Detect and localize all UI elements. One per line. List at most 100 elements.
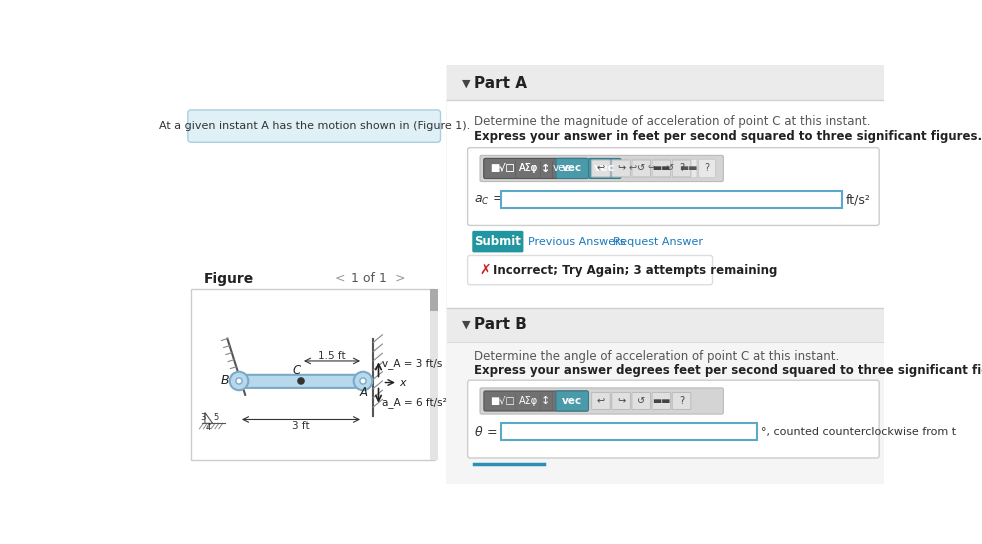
- FancyBboxPatch shape: [612, 393, 630, 410]
- Text: C: C: [293, 364, 300, 376]
- Circle shape: [354, 372, 372, 390]
- Text: <: <: [335, 272, 345, 285]
- Bar: [447, 308, 884, 342]
- FancyBboxPatch shape: [698, 159, 716, 178]
- Text: ↪: ↪: [617, 396, 626, 406]
- Text: ↩: ↩: [597, 163, 605, 174]
- FancyBboxPatch shape: [643, 159, 660, 178]
- Text: vec: vec: [594, 163, 616, 174]
- Text: ↕: ↕: [541, 163, 551, 174]
- Text: 5: 5: [213, 413, 219, 423]
- Text: Express your answer degrees feet per second squared to three significant figures: Express your answer degrees feet per sec…: [474, 364, 982, 376]
- Text: ▬▬: ▬▬: [680, 163, 698, 174]
- Text: 3: 3: [200, 413, 205, 423]
- Text: ✗: ✗: [479, 263, 491, 277]
- Text: 1.5 ft: 1.5 ft: [318, 350, 346, 361]
- FancyBboxPatch shape: [467, 147, 879, 225]
- Text: ▼: ▼: [463, 320, 470, 330]
- Text: ↕: ↕: [541, 163, 551, 174]
- FancyBboxPatch shape: [472, 231, 523, 252]
- Text: Part B: Part B: [474, 317, 526, 332]
- Circle shape: [236, 378, 243, 384]
- Circle shape: [359, 378, 366, 384]
- Text: $\theta\,=$: $\theta\,=$: [474, 425, 497, 439]
- FancyBboxPatch shape: [680, 159, 697, 178]
- Text: vec: vec: [562, 163, 582, 174]
- Text: ΑΣφ: ΑΣφ: [518, 163, 538, 174]
- Text: °, counted counterclockwise from t: °, counted counterclockwise from t: [761, 427, 955, 437]
- FancyBboxPatch shape: [480, 156, 724, 182]
- Text: Previous Answers: Previous Answers: [528, 237, 626, 246]
- FancyBboxPatch shape: [673, 393, 690, 410]
- Text: ΑΣφ: ΑΣφ: [518, 163, 538, 174]
- Text: Request Answer: Request Answer: [614, 237, 703, 246]
- Bar: [430, 289, 438, 311]
- FancyBboxPatch shape: [632, 160, 650, 177]
- Bar: [430, 289, 438, 460]
- FancyBboxPatch shape: [484, 158, 588, 178]
- FancyBboxPatch shape: [591, 160, 610, 177]
- Text: ft/s²: ft/s²: [846, 194, 871, 207]
- Text: ↺: ↺: [637, 396, 645, 406]
- Text: ?: ?: [679, 396, 684, 406]
- Bar: [501, 191, 842, 208]
- Text: B: B: [221, 374, 230, 387]
- Text: ▬▬: ▬▬: [652, 163, 671, 174]
- Text: Part A: Part A: [474, 76, 526, 91]
- Text: ?: ?: [704, 163, 710, 174]
- Text: ↪: ↪: [617, 163, 626, 174]
- Bar: [447, 100, 884, 308]
- FancyBboxPatch shape: [588, 158, 621, 178]
- Text: ↕: ↕: [541, 396, 551, 406]
- FancyBboxPatch shape: [188, 110, 441, 143]
- Text: Express your answer in feet per second squared to three significant figures.: Express your answer in feet per second s…: [474, 129, 982, 143]
- Bar: [447, 65, 884, 100]
- Bar: [123, 65, 447, 484]
- Text: ↪: ↪: [647, 163, 655, 174]
- FancyBboxPatch shape: [246, 375, 356, 388]
- Text: Determine the angle of acceleration of point C at this instant.: Determine the angle of acceleration of p…: [474, 350, 839, 363]
- Text: Figure: Figure: [204, 271, 254, 286]
- Text: A: A: [359, 386, 368, 399]
- Text: ↺: ↺: [637, 163, 645, 174]
- FancyBboxPatch shape: [625, 159, 641, 178]
- Text: ↩: ↩: [597, 396, 605, 406]
- FancyBboxPatch shape: [632, 393, 650, 410]
- Text: vec: vec: [562, 396, 582, 406]
- Text: ■√□: ■√□: [490, 163, 515, 174]
- Text: ▬▬: ▬▬: [652, 396, 671, 406]
- Text: >: >: [395, 272, 406, 285]
- Text: ■√□: ■√□: [490, 163, 515, 174]
- Text: v_A = 3 ft/s: v_A = 3 ft/s: [382, 358, 443, 369]
- Text: ?: ?: [679, 163, 684, 174]
- FancyBboxPatch shape: [484, 391, 588, 411]
- FancyBboxPatch shape: [480, 388, 724, 414]
- Polygon shape: [205, 412, 213, 423]
- Text: vec: vec: [552, 163, 571, 174]
- Text: ↩: ↩: [628, 163, 636, 174]
- Bar: [191, 289, 435, 460]
- FancyBboxPatch shape: [673, 160, 690, 177]
- Bar: [501, 423, 757, 440]
- Bar: [447, 65, 884, 484]
- Text: x: x: [400, 378, 406, 387]
- Text: 3 ft: 3 ft: [293, 421, 309, 431]
- Text: Incorrect; Try Again; 3 attempts remaining: Incorrect; Try Again; 3 attempts remaini…: [493, 264, 778, 276]
- Text: ■√□: ■√□: [490, 396, 515, 406]
- FancyBboxPatch shape: [484, 158, 588, 178]
- FancyBboxPatch shape: [661, 159, 679, 178]
- FancyBboxPatch shape: [467, 380, 879, 458]
- Text: ΑΣφ: ΑΣφ: [518, 396, 538, 406]
- FancyBboxPatch shape: [591, 393, 610, 410]
- FancyBboxPatch shape: [556, 391, 588, 411]
- Bar: [447, 342, 884, 484]
- Text: 4: 4: [205, 423, 210, 432]
- Text: ↺: ↺: [666, 163, 674, 174]
- Text: 1 of 1: 1 of 1: [352, 272, 387, 285]
- Text: a_A = 6 ft/s²: a_A = 6 ft/s²: [382, 397, 447, 408]
- Text: At a given instant A has the motion shown in (Figure 1).: At a given instant A has the motion show…: [158, 121, 469, 131]
- FancyBboxPatch shape: [652, 393, 671, 410]
- Text: Determine the magnitude of acceleration of point C at this instant.: Determine the magnitude of acceleration …: [474, 115, 870, 128]
- Text: $a_C\,=$: $a_C\,=$: [474, 194, 504, 207]
- Text: ▼: ▼: [463, 79, 470, 89]
